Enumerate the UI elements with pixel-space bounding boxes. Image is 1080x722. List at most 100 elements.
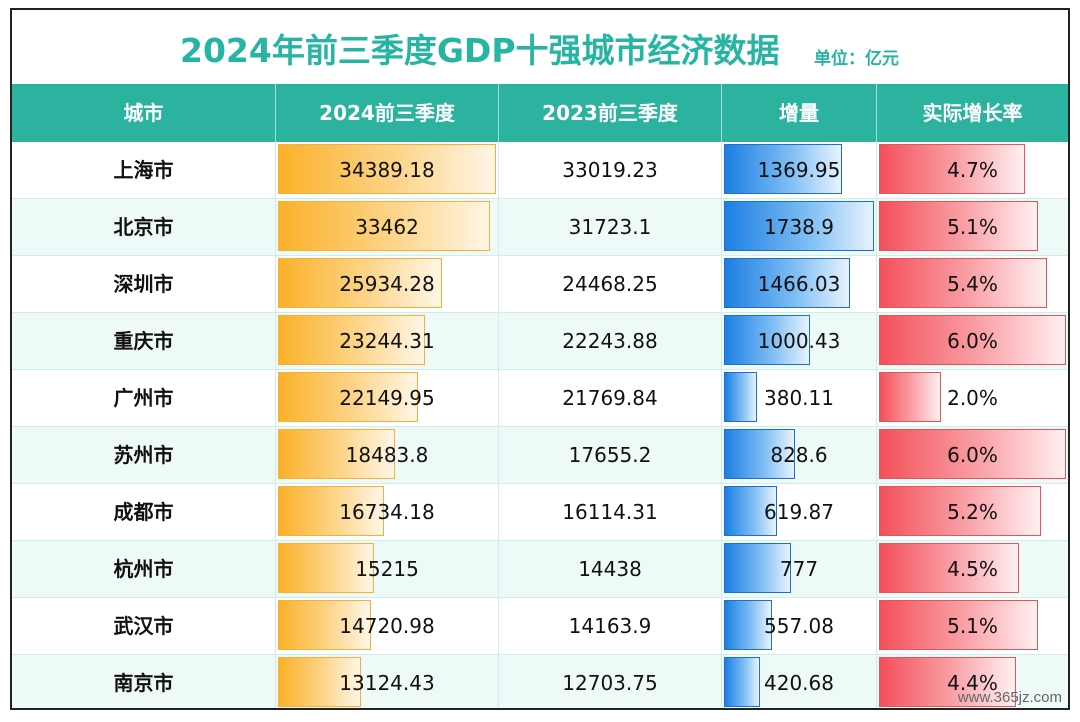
gdp-2024-value: 33462 xyxy=(355,215,419,239)
increase-bar xyxy=(724,144,842,194)
gdp-2024-bar xyxy=(278,144,496,194)
table-header: 城市 2024前三季度 2023前三季度 增量 实际增长率 xyxy=(12,84,1068,142)
gdp-2024-cell: 33462 xyxy=(276,199,499,255)
growth-cell: 4.7% xyxy=(877,142,1068,198)
gdp-2024-value: 34389.18 xyxy=(339,158,435,182)
gdp-2023-cell: 12703.75 xyxy=(499,655,722,708)
city-cell: 成都市 xyxy=(12,484,276,540)
city-cell: 重庆市 xyxy=(12,313,276,369)
city-cell: 深圳市 xyxy=(12,256,276,312)
increase-value: 557.08 xyxy=(764,614,834,638)
growth-cell: 6.0% xyxy=(877,313,1068,369)
table-row: 深圳市 25934.28 24468.25 1466.03 5.4% xyxy=(12,256,1068,313)
header-gdp-2024: 2024前三季度 xyxy=(276,84,499,142)
gdp-2023-cell: 14438 xyxy=(499,541,722,597)
gdp-2023-cell: 16114.31 xyxy=(499,484,722,540)
increase-cell: 777 xyxy=(722,541,877,597)
growth-value: 4.5% xyxy=(947,557,998,581)
gdp-2023-value: 16114.31 xyxy=(562,500,658,524)
city-cell: 上海市 xyxy=(12,142,276,198)
gdp-2023-value: 17655.2 xyxy=(568,443,652,467)
table-row: 成都市 16734.18 16114.31 619.87 5.2% xyxy=(12,484,1068,541)
gdp-2023-value: 24468.25 xyxy=(562,272,658,296)
city-cell: 武汉市 xyxy=(12,598,276,654)
gdp-2023-cell: 31723.1 xyxy=(499,199,722,255)
gdp-2023-value: 12703.75 xyxy=(562,671,658,695)
gdp-2023-value: 31723.1 xyxy=(568,215,652,239)
growth-bar xyxy=(879,429,1066,479)
gdp-2023-cell: 33019.23 xyxy=(499,142,722,198)
city-cell: 广州市 xyxy=(12,370,276,426)
gdp-2023-value: 21769.84 xyxy=(562,386,658,410)
gdp-2024-bar xyxy=(278,543,374,593)
table-row: 重庆市 23244.31 22243.88 1000.43 6.0% xyxy=(12,313,1068,370)
increase-value: 1369.95 xyxy=(757,158,841,182)
growth-value: 6.0% xyxy=(947,329,998,353)
growth-cell: 2.0% xyxy=(877,370,1068,426)
gdp-2024-bar xyxy=(278,372,418,422)
increase-value: 828.6 xyxy=(770,443,828,467)
growth-value: 4.4% xyxy=(947,671,998,695)
gdp-2024-cell: 15215 xyxy=(276,541,499,597)
gdp-2024-cell: 16734.18 xyxy=(276,484,499,540)
gdp-2023-value: 33019.23 xyxy=(562,158,658,182)
gdp-2023-value: 14438 xyxy=(578,557,642,581)
table-row: 广州市 22149.95 21769.84 380.11 2.0% xyxy=(12,370,1068,427)
unit-label: 单位：亿元 xyxy=(814,49,899,69)
city-cell: 北京市 xyxy=(12,199,276,255)
table-row: 北京市 33462 31723.1 1738.9 5.1% xyxy=(12,199,1068,256)
growth-bar xyxy=(879,657,1016,707)
growth-cell: 5.2% xyxy=(877,484,1068,540)
increase-bar xyxy=(724,372,757,422)
increase-bar xyxy=(724,543,791,593)
increase-cell: 380.11 xyxy=(722,370,877,426)
gdp-2024-bar xyxy=(278,315,425,365)
growth-cell: 6.0% xyxy=(877,427,1068,483)
growth-bar xyxy=(879,315,1066,365)
table-row: 武汉市 14720.98 14163.9 557.08 5.1% xyxy=(12,598,1068,655)
gdp-2023-cell: 21769.84 xyxy=(499,370,722,426)
gdp-2024-bar xyxy=(278,429,395,479)
gdp-2024-bar xyxy=(278,657,361,707)
gdp-2024-value: 18483.8 xyxy=(345,443,429,467)
gdp-2024-value: 16734.18 xyxy=(339,500,435,524)
growth-value: 4.7% xyxy=(947,158,998,182)
increase-bar xyxy=(724,429,795,479)
gdp-2023-cell: 14163.9 xyxy=(499,598,722,654)
gdp-2024-cell: 23244.31 xyxy=(276,313,499,369)
growth-cell: 4.5% xyxy=(877,541,1068,597)
increase-bar xyxy=(724,657,760,707)
increase-value: 1000.43 xyxy=(757,329,841,353)
growth-value: 6.0% xyxy=(947,443,998,467)
gdp-2024-value: 15215 xyxy=(355,557,419,581)
growth-bar xyxy=(879,600,1038,650)
city-cell: 苏州市 xyxy=(12,427,276,483)
growth-value: 5.1% xyxy=(947,215,998,239)
increase-cell: 1466.03 xyxy=(722,256,877,312)
gdp-2024-bar xyxy=(278,600,371,650)
growth-cell: 5.4% xyxy=(877,256,1068,312)
gdp-2024-value: 13124.43 xyxy=(339,671,435,695)
watermark: www.365jz.com xyxy=(957,689,1062,706)
table-row: 杭州市 15215 14438 777 4.5% xyxy=(12,541,1068,598)
header-growth: 实际增长率 xyxy=(922,101,1023,125)
growth-cell: 5.1% xyxy=(877,598,1068,654)
increase-cell: 1738.9 xyxy=(722,199,877,255)
increase-value: 1738.9 xyxy=(764,215,834,239)
gdp-2024-cell: 18483.8 xyxy=(276,427,499,483)
gdp-2024-bar xyxy=(278,258,442,308)
gdp-2023-cell: 17655.2 xyxy=(499,427,722,483)
growth-cell: 4.4% xyxy=(877,655,1068,708)
gdp-2024-cell: 14720.98 xyxy=(276,598,499,654)
title-row: 2024年前三季度GDP十强城市经济数据 单位：亿元 xyxy=(12,10,1068,84)
growth-bar xyxy=(879,543,1019,593)
table-row: 南京市 13124.43 12703.75 420.68 4.4% xyxy=(12,655,1068,708)
gdp-2024-bar xyxy=(278,486,384,536)
increase-value: 777 xyxy=(779,557,819,581)
growth-bar xyxy=(879,144,1025,194)
increase-bar xyxy=(724,486,777,536)
gdp-2024-value: 25934.28 xyxy=(339,272,435,296)
increase-value: 1466.03 xyxy=(757,272,841,296)
city-cell: 南京市 xyxy=(12,655,276,708)
growth-value: 5.1% xyxy=(947,614,998,638)
